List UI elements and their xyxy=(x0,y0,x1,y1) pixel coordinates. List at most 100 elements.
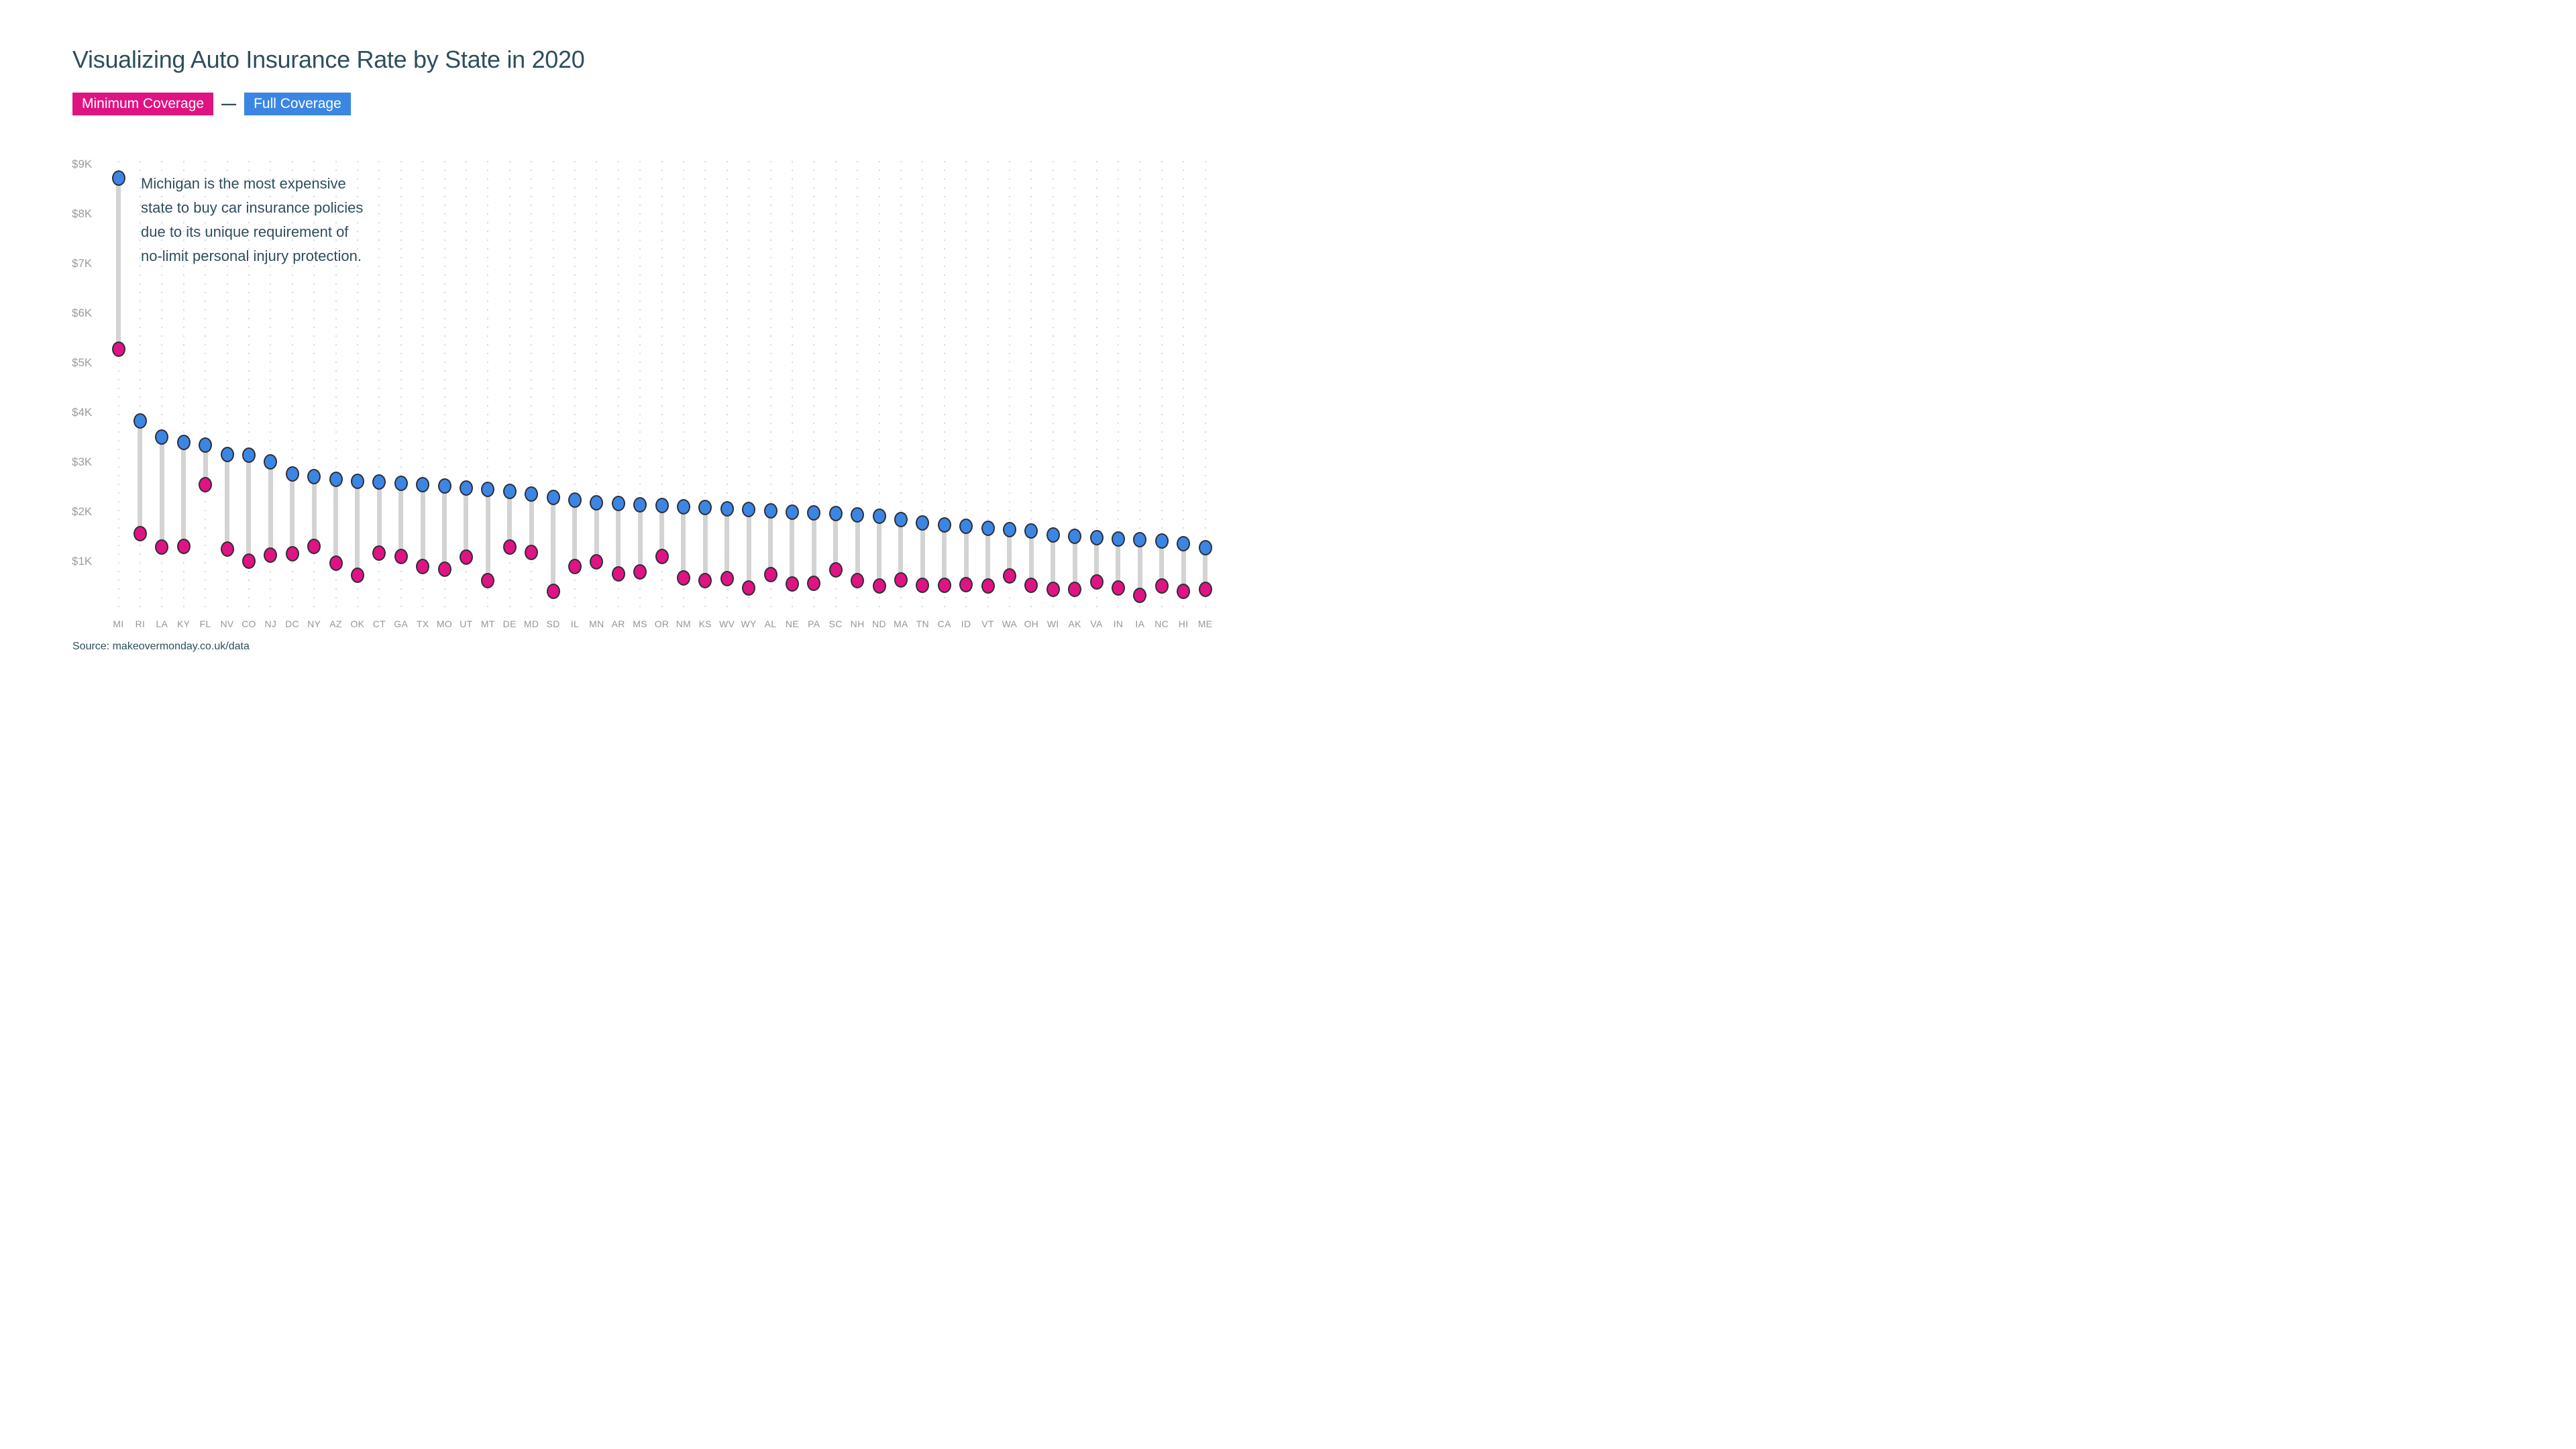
minimum-coverage-dot[interactable] xyxy=(742,580,756,596)
full-coverage-dot[interactable] xyxy=(394,475,408,491)
minimum-coverage-dot[interactable] xyxy=(1024,577,1038,593)
full-coverage-dot[interactable] xyxy=(742,502,756,518)
minimum-coverage-dot[interactable] xyxy=(916,578,930,594)
minimum-coverage-dot[interactable] xyxy=(937,578,951,594)
minimum-coverage-dot[interactable] xyxy=(264,547,278,563)
full-coverage-dot[interactable] xyxy=(416,477,430,493)
minimum-coverage-dot[interactable] xyxy=(199,477,213,493)
full-coverage-dot[interactable] xyxy=(1133,532,1147,548)
full-coverage-dot[interactable] xyxy=(1002,521,1016,537)
full-coverage-dot[interactable] xyxy=(481,481,495,497)
minimum-coverage-dot[interactable] xyxy=(350,567,364,583)
full-coverage-dot[interactable] xyxy=(655,498,669,514)
full-coverage-dot[interactable] xyxy=(828,506,843,522)
minimum-coverage-dot[interactable] xyxy=(481,573,495,589)
legend-full-coverage-chip[interactable]: Full Coverage xyxy=(244,93,351,115)
minimum-coverage-dot[interactable] xyxy=(851,573,865,589)
minimum-coverage-dot[interactable] xyxy=(241,553,256,570)
full-coverage-dot[interactable] xyxy=(611,496,625,512)
full-coverage-dot[interactable] xyxy=(437,478,451,494)
full-coverage-dot[interactable] xyxy=(133,413,147,429)
full-coverage-dot[interactable] xyxy=(307,468,321,484)
full-coverage-dot[interactable] xyxy=(111,170,125,186)
minimum-coverage-dot[interactable] xyxy=(502,539,517,555)
full-coverage-dot[interactable] xyxy=(568,492,582,508)
full-coverage-dot[interactable] xyxy=(872,508,886,524)
minimum-coverage-dot[interactable] xyxy=(894,572,908,588)
full-coverage-dot[interactable] xyxy=(241,447,256,464)
full-coverage-dot[interactable] xyxy=(176,435,191,451)
minimum-coverage-dot[interactable] xyxy=(655,548,669,564)
minimum-coverage-dot[interactable] xyxy=(1155,578,1169,594)
legend-minimum-coverage-chip[interactable]: Minimum Coverage xyxy=(72,93,214,115)
minimum-coverage-dot[interactable] xyxy=(611,566,625,582)
minimum-coverage-dot[interactable] xyxy=(546,584,560,600)
minimum-coverage-dot[interactable] xyxy=(176,538,191,554)
full-coverage-dot[interactable] xyxy=(698,500,712,516)
full-coverage-dot[interactable] xyxy=(546,490,560,506)
full-coverage-dot[interactable] xyxy=(1068,529,1082,545)
minimum-coverage-dot[interactable] xyxy=(807,576,821,592)
minimum-coverage-dot[interactable] xyxy=(394,549,408,565)
full-coverage-dot[interactable] xyxy=(807,505,821,521)
full-coverage-dot[interactable] xyxy=(959,519,973,535)
minimum-coverage-dot[interactable] xyxy=(1046,582,1060,598)
full-coverage-dot[interactable] xyxy=(1177,535,1191,551)
minimum-coverage-dot[interactable] xyxy=(568,559,582,575)
full-coverage-dot[interactable] xyxy=(502,483,517,499)
minimum-coverage-dot[interactable] xyxy=(459,549,473,566)
minimum-coverage-dot[interactable] xyxy=(285,546,299,562)
minimum-coverage-dot[interactable] xyxy=(698,573,712,589)
minimum-coverage-dot[interactable] xyxy=(416,559,430,575)
full-coverage-dot[interactable] xyxy=(1089,530,1104,546)
full-coverage-dot[interactable] xyxy=(350,473,364,489)
minimum-coverage-dot[interactable] xyxy=(763,567,777,583)
full-coverage-dot[interactable] xyxy=(1046,527,1060,543)
full-coverage-dot[interactable] xyxy=(676,498,690,515)
full-coverage-dot[interactable] xyxy=(372,474,386,490)
full-coverage-dot[interactable] xyxy=(937,517,951,533)
minimum-coverage-dot[interactable] xyxy=(525,544,539,560)
full-coverage-dot[interactable] xyxy=(720,500,734,517)
minimum-coverage-dot[interactable] xyxy=(785,576,799,592)
full-coverage-dot[interactable] xyxy=(981,520,995,536)
full-coverage-dot[interactable] xyxy=(1024,523,1038,539)
full-coverage-dot[interactable] xyxy=(1198,540,1212,556)
minimum-coverage-dot[interactable] xyxy=(1111,580,1125,596)
minimum-coverage-dot[interactable] xyxy=(220,541,234,557)
minimum-coverage-dot[interactable] xyxy=(720,571,734,587)
minimum-coverage-dot[interactable] xyxy=(981,578,995,594)
full-coverage-dot[interactable] xyxy=(785,504,799,520)
minimum-coverage-dot[interactable] xyxy=(1177,583,1191,599)
full-coverage-dot[interactable] xyxy=(763,502,777,519)
full-coverage-dot[interactable] xyxy=(590,494,604,511)
full-coverage-dot[interactable] xyxy=(329,471,343,487)
full-coverage-dot[interactable] xyxy=(916,515,930,531)
full-coverage-dot[interactable] xyxy=(525,486,539,502)
full-coverage-dot[interactable] xyxy=(220,446,234,462)
minimum-coverage-dot[interactable] xyxy=(307,538,321,554)
full-coverage-dot[interactable] xyxy=(894,511,908,527)
full-coverage-dot[interactable] xyxy=(1155,533,1169,549)
minimum-coverage-dot[interactable] xyxy=(590,553,604,570)
full-coverage-dot[interactable] xyxy=(264,454,278,470)
full-coverage-dot[interactable] xyxy=(459,480,473,496)
full-coverage-dot[interactable] xyxy=(851,507,865,523)
minimum-coverage-dot[interactable] xyxy=(872,578,886,594)
minimum-coverage-dot[interactable] xyxy=(1133,587,1147,603)
minimum-coverage-dot[interactable] xyxy=(959,576,973,592)
minimum-coverage-dot[interactable] xyxy=(1002,568,1016,584)
minimum-coverage-dot[interactable] xyxy=(676,570,690,586)
full-coverage-dot[interactable] xyxy=(155,429,169,445)
full-coverage-dot[interactable] xyxy=(1111,531,1125,547)
minimum-coverage-dot[interactable] xyxy=(329,555,343,572)
minimum-coverage-dot[interactable] xyxy=(133,525,147,541)
minimum-coverage-dot[interactable] xyxy=(155,539,169,555)
minimum-coverage-dot[interactable] xyxy=(1068,581,1082,597)
minimum-coverage-dot[interactable] xyxy=(1198,582,1212,598)
minimum-coverage-dot[interactable] xyxy=(372,545,386,561)
full-coverage-dot[interactable] xyxy=(633,496,647,513)
minimum-coverage-dot[interactable] xyxy=(828,561,843,578)
minimum-coverage-dot[interactable] xyxy=(633,564,647,580)
minimum-coverage-dot[interactable] xyxy=(111,341,125,357)
